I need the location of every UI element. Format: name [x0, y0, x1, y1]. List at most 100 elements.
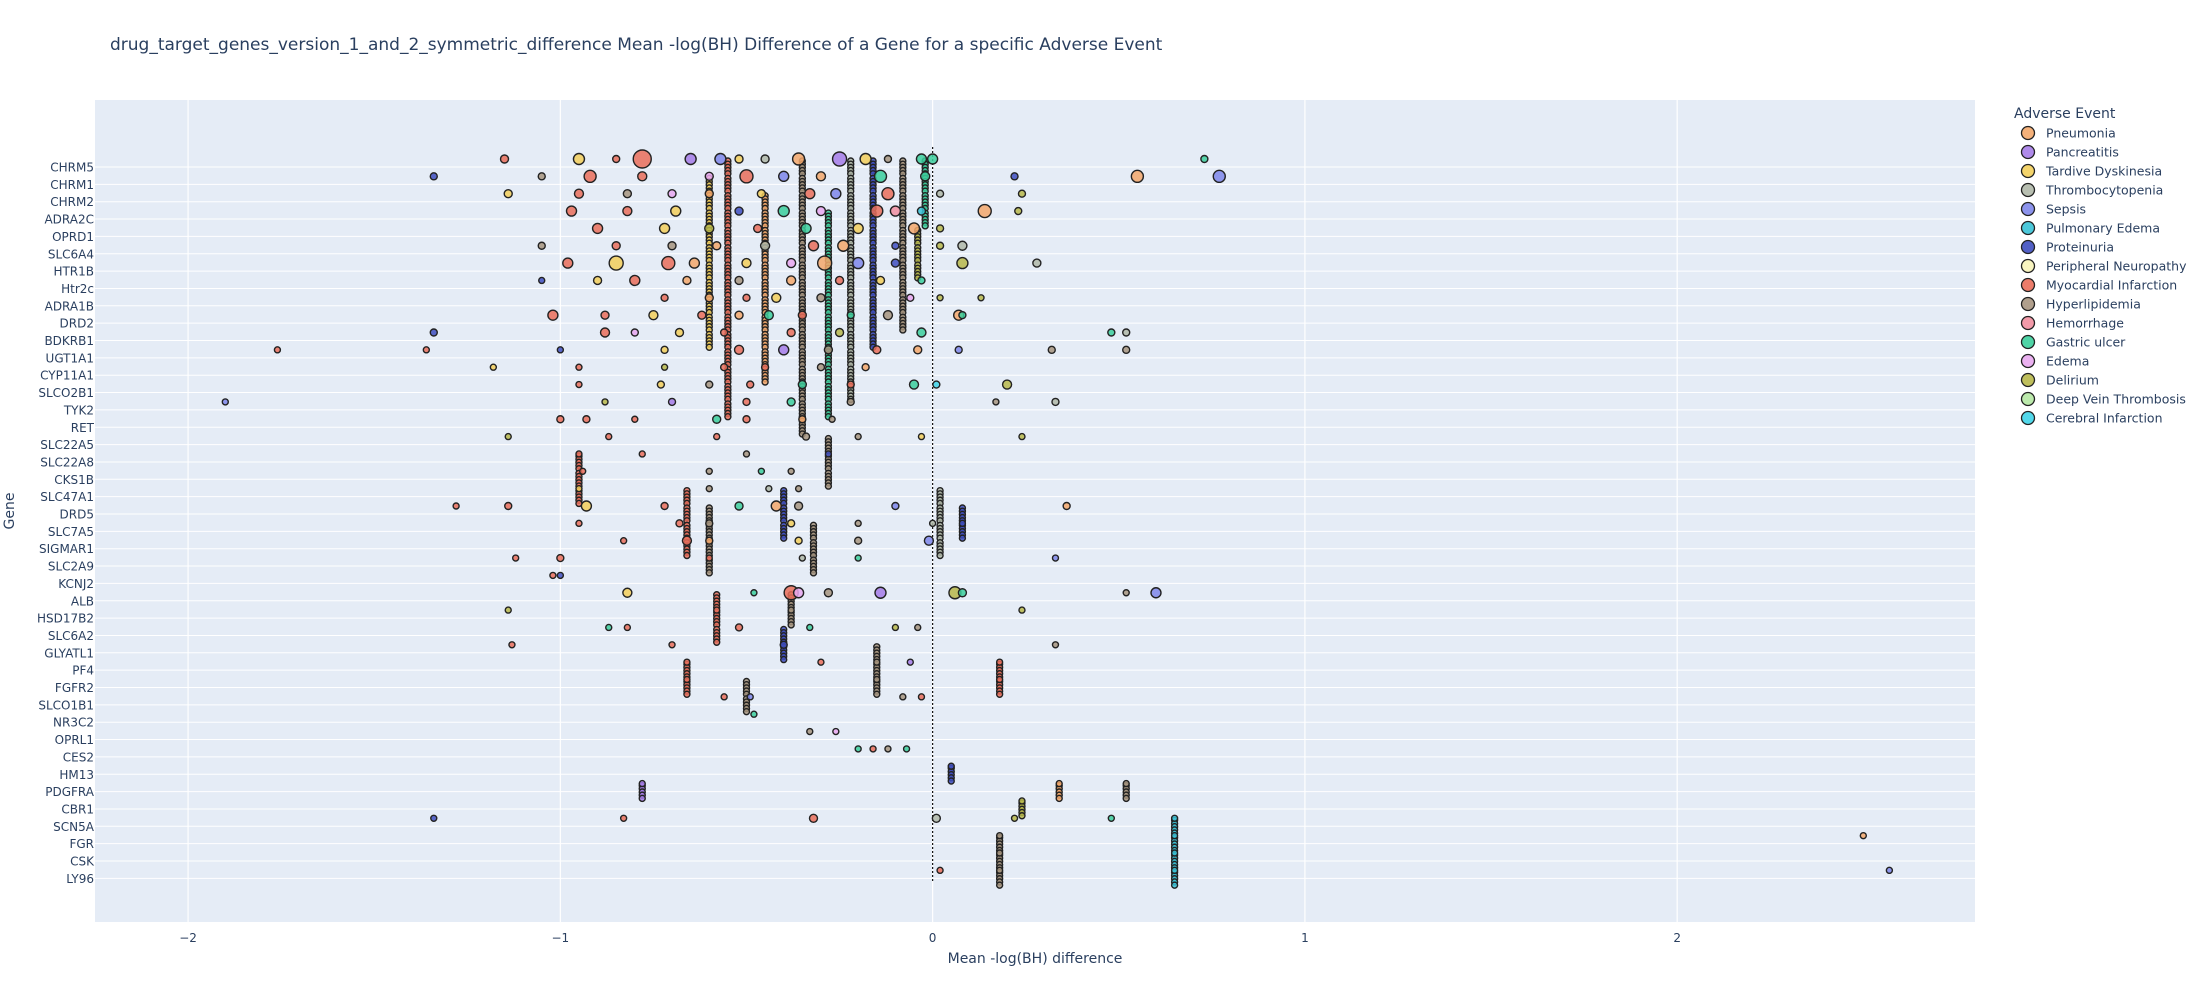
data-point: [619, 537, 628, 545]
data-point: [958, 310, 967, 320]
data-point: [852, 222, 864, 235]
data-point: [977, 203, 992, 219]
legend-label: Tardive Dyskinesia: [2045, 164, 2162, 179]
data-point: [881, 186, 895, 201]
y-tick-label: ADRA2C: [44, 213, 94, 227]
legend-label: Proteinuria: [2046, 240, 2114, 255]
y-tick-label: SIGMAR1: [39, 542, 94, 556]
data-point: [873, 690, 881, 698]
data-point: [741, 257, 752, 269]
data-point: [1170, 814, 1179, 822]
data-point: [787, 467, 795, 475]
data-point: [733, 344, 745, 356]
data-point: [859, 152, 872, 166]
data-point: [794, 536, 803, 545]
data-point: [632, 149, 652, 169]
data-point: [556, 571, 565, 580]
data-point: [992, 398, 1000, 406]
data-point: [622, 188, 633, 199]
y-tick-label: LY96: [66, 872, 94, 886]
data-point: [831, 151, 848, 167]
data-point: [742, 450, 751, 458]
data-point: [954, 345, 963, 355]
data-point: [660, 501, 669, 511]
y-tick-label: SLC6A2: [48, 629, 94, 643]
data-point: [995, 831, 1004, 840]
data-point: [756, 188, 767, 199]
data-point: [572, 152, 586, 166]
data-point: [1032, 258, 1042, 268]
data-point: [914, 623, 922, 632]
data-point: [785, 257, 797, 269]
data-point: [719, 363, 729, 372]
data-point: [670, 205, 682, 217]
legend-marker: [2020, 201, 2036, 217]
data-point: [631, 415, 639, 423]
data-point: [846, 310, 855, 320]
legend-label: Pancreatitis: [2046, 145, 2119, 160]
y-tick-label: CKS1B: [54, 473, 94, 487]
data-point: [947, 777, 955, 785]
data-point: [704, 188, 714, 199]
data-point: [712, 241, 722, 251]
legend-label: Myocardial Infarction: [2046, 278, 2177, 293]
data-point: [798, 554, 807, 562]
data-point: [667, 188, 677, 199]
legend-label: Cerebral Infarction: [2046, 411, 2163, 426]
legend-title: Adverse Event: [2014, 106, 2116, 122]
data-point: [801, 432, 811, 441]
data-point: [995, 690, 1004, 698]
data-point: [787, 606, 795, 614]
data-point: [921, 222, 929, 230]
data-point: [683, 551, 691, 560]
data-point: [1122, 589, 1130, 597]
data-point: [824, 482, 833, 490]
data-point: [786, 397, 796, 407]
data-point: [605, 432, 613, 441]
data-point: [742, 707, 751, 716]
y-tick-label: SLC2A9: [48, 560, 94, 574]
data-point: [846, 380, 855, 389]
data-point: [221, 398, 229, 406]
data-point: [1010, 172, 1019, 181]
data-point: [1212, 169, 1226, 184]
y-tick-label: PF4: [72, 664, 94, 678]
data-point: [1122, 779, 1130, 788]
data-point: [746, 693, 754, 701]
data-point: [549, 571, 557, 580]
data-point: [889, 205, 902, 217]
data-point: [734, 275, 744, 286]
y-tick-label: Htr2c: [61, 282, 94, 296]
data-point: [622, 587, 633, 598]
data-point: [511, 554, 520, 562]
legend-marker: [2020, 163, 2036, 179]
data-point: [1107, 814, 1116, 822]
plot-area: [95, 100, 1975, 922]
data-point: [1051, 554, 1060, 562]
data-point: [872, 345, 882, 355]
legend-marker: [2020, 258, 2036, 274]
data-point: [873, 658, 881, 666]
legend-marker: [2020, 372, 2036, 388]
data-point: [809, 569, 818, 577]
data-point: [713, 638, 721, 646]
data-point: [861, 363, 870, 372]
data-point: [804, 187, 816, 200]
data-point: [714, 152, 727, 166]
data-point: [828, 415, 836, 423]
data-point: [956, 256, 969, 270]
data-point: [1051, 397, 1060, 407]
data-point: [1018, 606, 1026, 614]
legend-marker: [2020, 353, 2036, 369]
data-point: [995, 881, 1004, 889]
data-point: [778, 344, 790, 356]
x-tick-labels: −2 −1 0 1 2: [179, 931, 1681, 945]
data-point: [837, 239, 850, 252]
legend-label: Pneumonia: [2046, 126, 2116, 141]
data-point: [1200, 154, 1209, 164]
data-point: [958, 519, 967, 528]
data-point: [1018, 812, 1026, 820]
data-point: [995, 849, 1004, 857]
legend-label: Deep Vein Thrombosis: [2046, 392, 2186, 407]
